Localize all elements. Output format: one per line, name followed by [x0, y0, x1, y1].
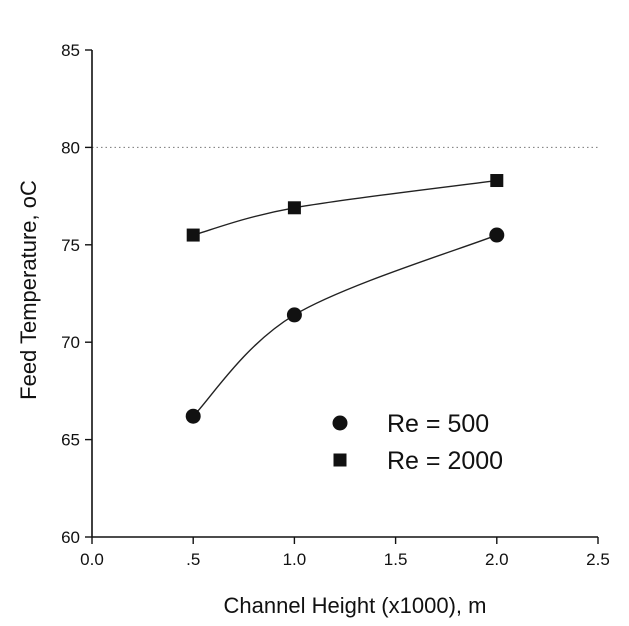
- data-point: [186, 228, 200, 242]
- y-axis-label-main: Feed Temperature,: [16, 208, 41, 400]
- x-axis-ticks: 0.0 .5 1.0 1.5 2.0 2.5: [80, 537, 610, 569]
- data-point: [185, 408, 201, 424]
- series-2: [186, 174, 504, 242]
- y-axis-label-unit: oC: [16, 180, 41, 208]
- y-axis-ticks: 60 65 70 75 80 85: [61, 41, 92, 547]
- y-tick-label: 65: [61, 431, 80, 450]
- x-axis-label: Channel Height (x1000), m: [224, 593, 487, 618]
- series-layer: [185, 174, 505, 424]
- series-curve: [193, 179, 497, 236]
- legend-marker: [333, 453, 347, 467]
- data-point: [287, 201, 301, 215]
- legend-label: Re = 2000: [387, 447, 503, 475]
- y-tick-label: 85: [61, 41, 80, 60]
- y-tick-label: 80: [61, 138, 80, 157]
- x-tick-label: 2.5: [586, 550, 610, 569]
- legend-marker: [332, 415, 348, 431]
- x-tick-label: .5: [186, 550, 200, 569]
- legend-label: Re = 500: [387, 410, 489, 438]
- legend: Re = 500 Re = 2000: [332, 410, 503, 475]
- series-1: [185, 227, 505, 424]
- data-point: [490, 174, 504, 188]
- data-point: [286, 307, 302, 323]
- series-curve: [192, 234, 498, 417]
- y-tick-label: 75: [61, 236, 80, 255]
- x-tick-label: 1.5: [384, 550, 408, 569]
- x-tick-label: 0.0: [80, 550, 104, 569]
- x-tick-label: 2.0: [485, 550, 509, 569]
- y-axis-label: Feed Temperature, oC: [16, 180, 41, 400]
- data-point: [489, 227, 505, 243]
- y-tick-label: 60: [61, 528, 80, 547]
- plot-area: [91, 50, 598, 538]
- y-tick-label: 70: [61, 333, 80, 352]
- x-tick-label: 1.0: [283, 550, 307, 569]
